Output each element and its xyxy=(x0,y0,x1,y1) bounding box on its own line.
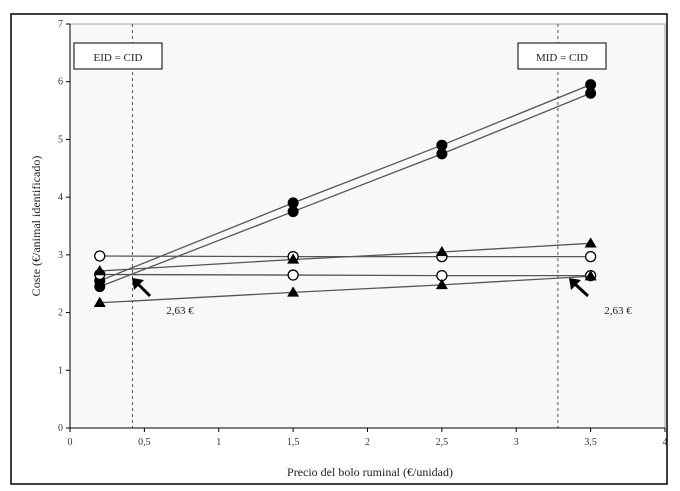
y-tick-label: 4 xyxy=(58,192,63,203)
data-point-filled-circle xyxy=(436,148,448,160)
value-arrow: 2,63 € xyxy=(569,278,632,317)
y-tick-label: 2 xyxy=(58,308,63,319)
arrow-head xyxy=(132,278,144,290)
data-point-filled-circle xyxy=(94,281,106,293)
series-line xyxy=(99,273,591,277)
y-tick-label: 5 xyxy=(58,134,63,145)
arrow-shaft xyxy=(136,282,152,298)
data-point-filled-triangle xyxy=(435,278,448,290)
reference-label-text: MID = CID xyxy=(536,52,588,64)
y-tick-label: 7 xyxy=(58,19,63,30)
x-tick-label: 3 xyxy=(514,437,519,448)
data-point-open-circle xyxy=(287,269,299,281)
data-point-filled-circle xyxy=(287,206,299,218)
value-arrow: 2,63 € xyxy=(132,278,194,317)
reference-label-text: EID = CID xyxy=(94,52,143,64)
data-point-filled-triangle xyxy=(287,253,300,264)
label-box-frame xyxy=(73,42,163,70)
data-point-filled-triangle xyxy=(93,296,106,307)
data-point-filled-triangle xyxy=(584,270,597,281)
x-tick-label: 0,5 xyxy=(138,437,151,448)
series-markers xyxy=(93,79,597,307)
y-tick-label: 1 xyxy=(58,365,63,376)
value-label: 2,63 € xyxy=(166,305,194,317)
data-point-filled-circle xyxy=(585,87,597,99)
x-axis-title: Precio del bolo ruminal (€/unidad) xyxy=(287,465,453,479)
series-line xyxy=(99,255,591,258)
data-point-filled-triangle xyxy=(435,245,448,257)
series-line xyxy=(99,275,591,304)
data-point-filled-triangle xyxy=(584,237,597,248)
data-point-filled-triangle xyxy=(93,265,106,276)
series-line xyxy=(99,242,591,272)
reference-label-box: MID = CID xyxy=(517,42,607,70)
arrow-shaft xyxy=(573,282,590,298)
value-label: 2,63 € xyxy=(604,305,632,317)
reference-label-box: EID = CID xyxy=(73,42,163,70)
series-lines xyxy=(99,83,591,304)
arrow-head xyxy=(569,278,581,290)
series-line xyxy=(99,83,591,282)
data-point-open-circle xyxy=(94,250,106,262)
y-tick-labels: 0 1 2 3 4 5 6 7 xyxy=(58,19,70,434)
plot-area xyxy=(69,23,666,429)
label-box-frame xyxy=(517,42,607,70)
x-tick-label: 4 xyxy=(663,437,668,448)
data-point-open-circle xyxy=(584,250,597,263)
x-tick-label: 0 xyxy=(68,437,73,448)
y-tick-label: 3 xyxy=(58,250,63,261)
x-tick-label: 2,5 xyxy=(436,437,449,448)
x-tick-label: 1 xyxy=(216,437,221,448)
x-tick-labels: 0 0,5 1 1,5 2 2,5 3 3,5 4 xyxy=(68,428,668,448)
x-tick-label: 2 xyxy=(365,437,370,448)
y-axis-title: Coste (€/animal identificado) xyxy=(29,156,43,297)
annotations: EID = CID MID = CID 2,63 € 2,63 € xyxy=(73,42,632,317)
series-line xyxy=(99,92,591,288)
data-point-filled-triangle xyxy=(287,286,300,297)
x-tick-label: 3,5 xyxy=(584,437,597,448)
reference-lines xyxy=(131,24,559,428)
x-tick-label: 1,5 xyxy=(287,437,300,448)
y-tick-label: 6 xyxy=(58,77,63,88)
y-tick-label: 0 xyxy=(58,423,63,434)
